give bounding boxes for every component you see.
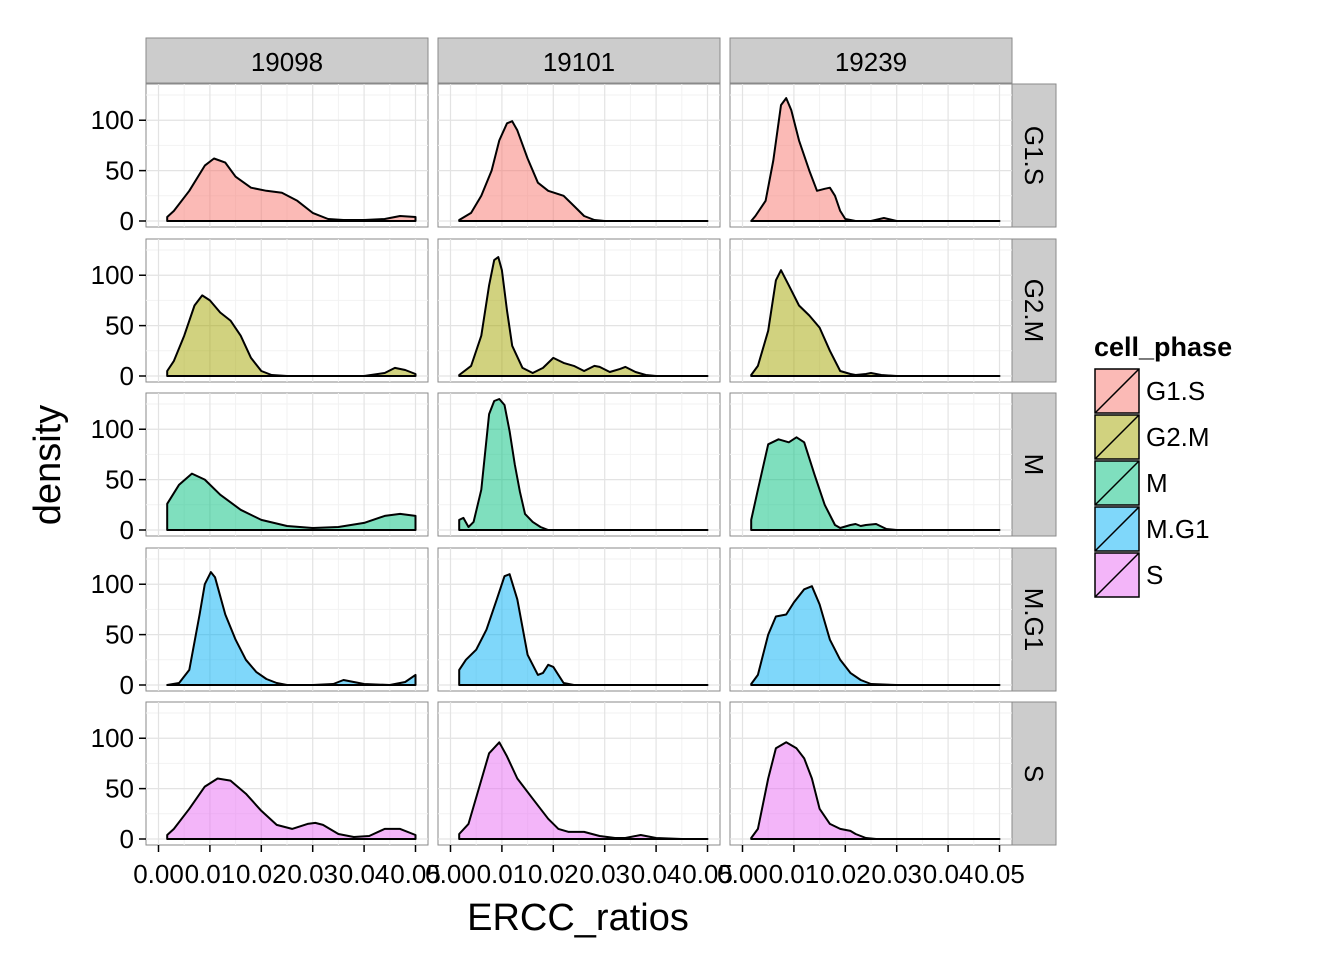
density-area: [166, 472, 417, 531]
row-strip: [1011, 83, 1057, 228]
facet-panel: [437, 701, 721, 846]
density-area: [166, 294, 417, 377]
facet-panel: [729, 83, 1013, 228]
y-tick-label: 50: [105, 774, 134, 804]
x-tick-label: 0.00: [425, 859, 476, 889]
row-strip-label: G2.M: [1019, 279, 1049, 343]
density-area: [166, 571, 417, 686]
x-tick-label: 0.01: [769, 859, 820, 889]
x-tick-label: 0.00: [717, 859, 768, 889]
x-tick-label: 0.05: [682, 859, 733, 889]
legend-label: M.G1: [1146, 514, 1210, 544]
legend-swatch-slash: [1094, 552, 1140, 598]
x-tick-label: 0.03: [871, 859, 922, 889]
legend-swatch-slash: [1094, 506, 1140, 552]
legend-label: S: [1146, 560, 1163, 590]
y-axis-layer: 0 50 100 0 50 100 0 50 100 0 50 100 0 50 100: [91, 105, 146, 854]
column-strip: [729, 37, 1013, 84]
x-tick-label: 0.02: [236, 859, 287, 889]
x-tick-label: 0.04: [923, 859, 974, 889]
density-area: [458, 741, 709, 840]
y-tick-label: 100: [91, 414, 134, 444]
legend-label: M: [1146, 468, 1168, 498]
facet-panel: [729, 392, 1013, 537]
row-strip-label: M: [1019, 454, 1049, 476]
y-tick-label: 100: [91, 569, 134, 599]
y-tick-label: 0: [120, 361, 134, 391]
y-tick-label: 0: [120, 670, 134, 700]
density-area: [750, 741, 1001, 840]
facet-panel: [145, 547, 429, 692]
y-tick-label: 100: [91, 105, 134, 135]
x-tick-label: 0.00: [133, 859, 184, 889]
x-tick-label: 0.03: [287, 859, 338, 889]
y-axis-title: density: [27, 405, 69, 525]
legend-item: G2.M: [1094, 414, 1210, 460]
x-tick-label: 0.01: [185, 859, 236, 889]
legend-swatch-slash: [1094, 368, 1140, 414]
facet-panel: [145, 701, 429, 846]
row-strip-label: G1.S: [1019, 126, 1049, 185]
y-tick-label: 50: [105, 156, 134, 186]
facet-panel: [145, 238, 429, 383]
legend-item: G1.S: [1094, 368, 1205, 414]
y-tick-label: 50: [105, 465, 134, 495]
legend-item: M: [1094, 460, 1168, 506]
facet-panel: [437, 83, 721, 228]
facet-panel: [437, 547, 721, 692]
y-tick-label: 100: [91, 260, 134, 290]
x-tick-label: 0.01: [477, 859, 528, 889]
legend: cell_phase G1.S G2.M M M.G1 S: [1094, 332, 1232, 598]
facet-panel: [729, 238, 1013, 383]
legend-swatch-slash: [1094, 414, 1140, 460]
y-tick-label: 50: [105, 311, 134, 341]
density-area: [458, 398, 709, 531]
y-tick-label: 50: [105, 620, 134, 650]
facet-panel: [437, 238, 721, 383]
legend-item: M.G1: [1094, 506, 1210, 552]
row-strip-label: M.G1: [1019, 588, 1049, 652]
density-area: [458, 256, 709, 377]
legend-swatch-slash: [1094, 460, 1140, 506]
x-tick-label: 0.04: [339, 859, 390, 889]
y-tick-label: 0: [120, 515, 134, 545]
x-tick-label: 0.05: [974, 859, 1025, 889]
x-tick-label: 0.03: [579, 859, 630, 889]
x-tick-label: 0.02: [820, 859, 871, 889]
facet-panel: [145, 83, 429, 228]
x-axis-layer: 0.00 0.01 0.02 0.03 0.04 0.050.00 0.01 0.02 0.03…: [133, 845, 1025, 889]
density-area: [458, 120, 709, 222]
density-area: [750, 269, 1001, 377]
density-area: [458, 573, 709, 686]
density-area: [750, 585, 1001, 686]
column-strip-label: 19098: [251, 47, 323, 77]
column-strip: [437, 37, 721, 84]
y-tick-label: 100: [91, 723, 134, 753]
row-strip-label: S: [1019, 765, 1049, 782]
x-tick-label: 0.04: [631, 859, 682, 889]
legend-title: cell_phase: [1094, 332, 1232, 362]
density-area: [166, 777, 417, 840]
panels-layer: 19098 19101 19239 G1.S G2.M M M.G1 S: [145, 37, 1057, 846]
legend-label: G1.S: [1146, 376, 1205, 406]
y-tick-label: 0: [120, 824, 134, 854]
facet-panel: [145, 392, 429, 537]
legend-label: G2.M: [1146, 422, 1210, 452]
facet-panel: [729, 701, 1013, 846]
column-strip-label: 19101: [543, 47, 615, 77]
x-tick-label: 0.05: [390, 859, 441, 889]
density-area: [750, 97, 1001, 222]
legend-item: S: [1094, 552, 1163, 598]
row-strip: [1011, 238, 1057, 383]
density-area: [166, 157, 417, 222]
facet-panel: [437, 392, 721, 537]
column-strip: [145, 37, 429, 84]
x-axis-title: ERCC_ratios: [467, 897, 689, 939]
density-area: [750, 436, 1001, 531]
facet-panel: [729, 547, 1013, 692]
column-strip-label: 19239: [835, 47, 907, 77]
y-tick-label: 0: [120, 206, 134, 236]
x-tick-label: 0.02: [528, 859, 579, 889]
